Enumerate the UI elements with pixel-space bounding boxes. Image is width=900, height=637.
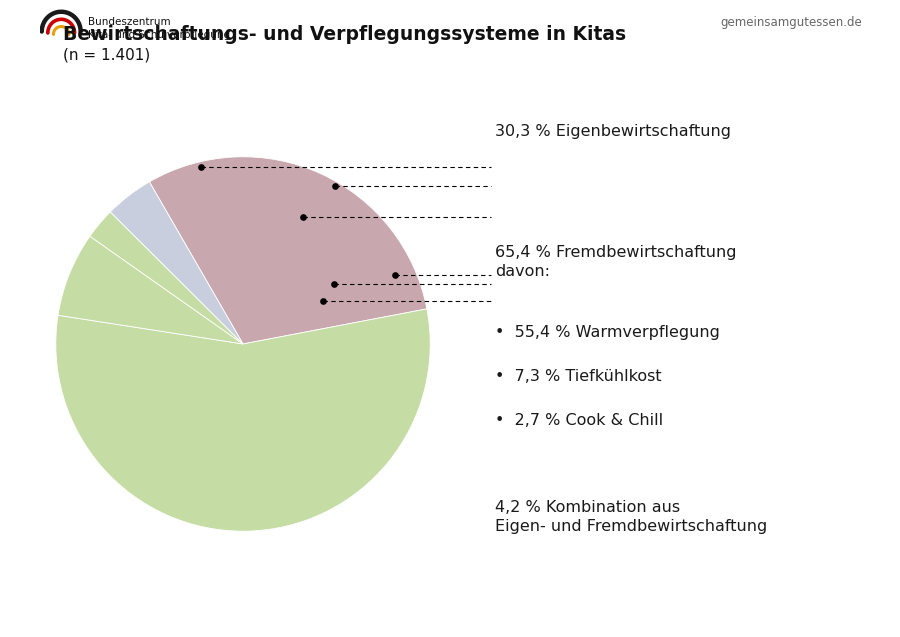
Text: Bundeszentrum
Kita- und Schulverpflegung: Bundeszentrum Kita- und Schulverpflegung [88, 17, 230, 40]
Text: •  55,4 % Warmverpflegung: • 55,4 % Warmverpflegung [495, 325, 720, 340]
Text: Bewirtschaftungs- und Verpflegungssysteme in Kitas: Bewirtschaftungs- und Verpflegungssystem… [63, 25, 626, 45]
Wedge shape [90, 212, 243, 344]
Wedge shape [56, 309, 430, 531]
Wedge shape [58, 236, 243, 344]
Text: 65,4 % Fremdbewirtschaftung
davon:: 65,4 % Fremdbewirtschaftung davon: [495, 245, 736, 280]
Wedge shape [111, 182, 243, 344]
Text: (n = 1.401): (n = 1.401) [63, 47, 150, 62]
Wedge shape [149, 157, 427, 344]
Text: gemeinsamgutessen.de: gemeinsamgutessen.de [720, 16, 862, 29]
Text: 30,3 % Eigenbewirtschaftung: 30,3 % Eigenbewirtschaftung [495, 124, 731, 140]
Text: •  7,3 % Tiefkühlkost: • 7,3 % Tiefkühlkost [495, 369, 662, 385]
Text: 4,2 % Kombination aus
Eigen- und Fremdbewirtschaftung: 4,2 % Kombination aus Eigen- und Fremdbe… [495, 500, 767, 534]
Text: •  2,7 % Cook & Chill: • 2,7 % Cook & Chill [495, 413, 663, 428]
